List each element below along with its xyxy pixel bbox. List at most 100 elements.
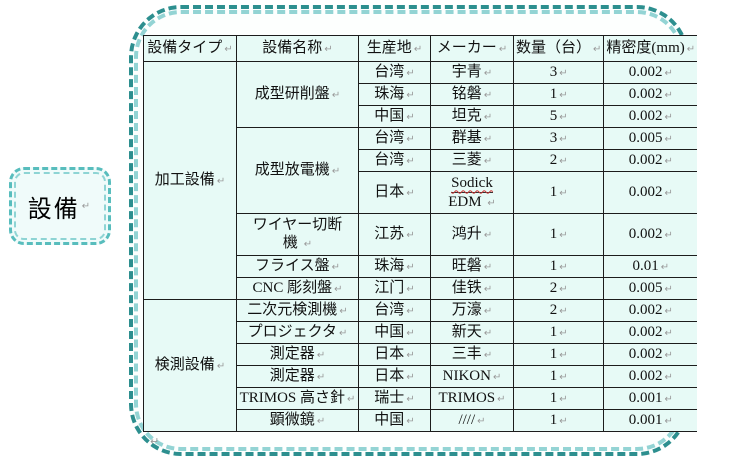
return-mark: ↵ (406, 68, 415, 80)
precision-cell[interactable]: 0.01 ↵ (603, 255, 698, 278)
return-mark: ↵ (339, 306, 348, 318)
header-precision[interactable]: 精密度(mm) ↵ (603, 35, 698, 62)
origin-cell[interactable]: 中国 ↵ (358, 409, 431, 432)
header-origin[interactable]: 生産地 ↵ (358, 35, 431, 62)
origin-cell[interactable]: 日本 ↵ (358, 343, 431, 366)
return-mark: ↵ (331, 262, 340, 274)
origin-cell[interactable]: 台湾 ↵ (358, 127, 431, 150)
origin-cell[interactable]: 江门 ↵ (358, 277, 431, 300)
origin-cell[interactable]: 瑞士 ↵ (358, 387, 431, 410)
equipment-label-shape[interactable]: 設備 ↵ (9, 167, 111, 245)
quantity-cell[interactable]: 1 ↵ (512, 171, 605, 214)
return-mark: ↵ (559, 306, 568, 318)
quantity-cell[interactable]: 1 ↵ (512, 255, 605, 278)
precision-cell[interactable]: 0.002 ↵ (603, 105, 698, 128)
return-mark: ↵ (483, 284, 493, 296)
maker-cell[interactable]: TRIMOS ↵ (430, 387, 514, 410)
return-mark: ↵ (406, 90, 415, 102)
return-mark: ↵ (664, 230, 673, 242)
name-cell-grinder[interactable]: 成型研削盤 ↵ (236, 61, 359, 128)
quantity-cell[interactable]: 1 ↵ (512, 343, 605, 366)
return-mark: ↵ (316, 416, 326, 428)
precision-cell[interactable]: 0.002 ↵ (603, 343, 698, 366)
origin-cell[interactable]: 台湾 ↵ (358, 61, 431, 84)
maker-cell[interactable]: 群基 ↵ (430, 127, 514, 150)
origin-cell[interactable]: 台湾 ↵ (358, 299, 431, 322)
return-mark: ↵ (406, 394, 415, 406)
maker-cell[interactable]: 宇青 ↵ (430, 61, 514, 84)
maker-cell[interactable]: 三菱 ↵ (430, 149, 514, 172)
precision-cell[interactable]: 0.005 ↵ (603, 277, 698, 300)
header-equipment-name[interactable]: 設備名称 ↵ (236, 35, 359, 62)
origin-cell[interactable]: 珠海 ↵ (358, 83, 431, 106)
wire-cut-line1: ワイヤー切断 (252, 217, 343, 234)
group-cell-inspection[interactable]: 検測設備 ↵ (143, 299, 237, 432)
precision-cell[interactable]: 0.005 ↵ (603, 127, 698, 150)
origin-cell[interactable]: 台湾 ↵ (358, 149, 431, 172)
return-mark: ↵ (498, 44, 508, 56)
precision-cell[interactable]: 0.002 ↵ (603, 171, 698, 214)
origin-cell[interactable]: 江苏 ↵ (358, 213, 431, 256)
precision-cell[interactable]: 0.002 ↵ (603, 321, 698, 344)
maker-cell[interactable]: NIKON ↵ (430, 365, 514, 388)
maker-cell[interactable]: ////↵ (430, 409, 514, 432)
return-mark: ↵ (660, 262, 670, 274)
return-mark: ↵ (406, 156, 415, 168)
header-equipment-type[interactable]: 設備タイプ ↵ (143, 35, 237, 62)
maker-cell[interactable]: 坦克 ↵ (430, 105, 514, 128)
maker-cell[interactable]: 三丰 ↵ (430, 343, 514, 366)
maker-cell[interactable]: 佳铁 ↵ (430, 277, 514, 300)
maker-cell[interactable]: 鸿升 ↵ (430, 213, 514, 256)
precision-cell[interactable]: 0.002 ↵ (603, 299, 698, 322)
return-mark: ↵ (483, 112, 493, 124)
quantity-cell[interactable]: 1 ↵ (512, 387, 605, 410)
name-cell-wire-cut[interactable]: ワイヤー切断 機 ↵ (236, 213, 359, 256)
return-mark: ↵ (483, 90, 493, 102)
precision-cell[interactable]: 0.001 ↵ (603, 409, 698, 432)
origin-cell[interactable]: 日本 ↵ (358, 365, 431, 388)
maker-cell[interactable]: 万濠 ↵ (430, 299, 514, 322)
group-cell-processing[interactable]: 加工設備 ↵ (143, 61, 237, 300)
return-mark: ↵ (487, 197, 496, 209)
quantity-cell[interactable]: 5 ↵ (512, 105, 605, 128)
name-cell-microscope[interactable]: 顕微鏡 ↵ (236, 409, 359, 432)
name-cell-cmm2d[interactable]: 二次元検測機 ↵ (236, 299, 359, 322)
origin-cell[interactable]: 日本 ↵ (358, 171, 431, 214)
name-cell-edm[interactable]: 成型放電機 ↵ (236, 127, 359, 214)
quantity-cell[interactable]: 1 ↵ (512, 409, 605, 432)
precision-cell[interactable]: 0.002 ↵ (603, 365, 698, 388)
name-cell-measure-1[interactable]: 測定器 ↵ (236, 343, 359, 366)
return-mark: ↵ (216, 361, 226, 373)
origin-cell[interactable]: 中国 ↵ (358, 105, 431, 128)
quantity-cell[interactable]: 3 ↵ (512, 127, 605, 150)
maker-cell-sodick[interactable]: Sodick EDM ↵ (430, 171, 514, 214)
header-quantity[interactable]: 数量（台） ↵ (512, 35, 605, 62)
maker-cell[interactable]: 铭磐 ↵ (430, 83, 514, 106)
quantity-cell[interactable]: 1 ↵ (512, 213, 605, 256)
quantity-cell[interactable]: 2 ↵ (512, 149, 605, 172)
quantity-cell[interactable]: 1 ↵ (512, 365, 605, 388)
maker-cell[interactable]: 新天 ↵ (430, 321, 514, 344)
quantity-cell[interactable]: 2 ↵ (512, 299, 605, 322)
precision-cell[interactable]: 0.002 ↵ (603, 83, 698, 106)
maker-cell[interactable]: 旺磐 ↵ (430, 255, 514, 278)
origin-cell[interactable]: 中国 ↵ (358, 321, 431, 344)
quantity-cell[interactable]: 1 ↵ (512, 321, 605, 344)
precision-cell[interactable]: 0.002 ↵ (603, 61, 698, 84)
header-maker[interactable]: メーカー ↵ (430, 35, 514, 62)
quantity-cell[interactable]: 2 ↵ (512, 277, 605, 300)
name-cell-cnc[interactable]: CNC 彫刻盤 ↵ (236, 277, 359, 300)
name-cell-milling[interactable]: フライス盤 ↵ (236, 255, 359, 278)
maker-sodick-line2: EDM (448, 193, 482, 210)
quantity-cell[interactable]: 3 ↵ (512, 61, 605, 84)
return-mark: ↵ (559, 416, 568, 428)
name-cell-projector[interactable]: プロジェクタ ↵ (236, 321, 359, 344)
return-mark: ↵ (559, 350, 568, 362)
precision-cell[interactable]: 0.002 ↵ (603, 213, 698, 256)
name-cell-trimos[interactable]: TRIMOS 高さ針 ↵ (236, 387, 359, 410)
origin-cell[interactable]: 珠海 ↵ (358, 255, 431, 278)
name-cell-measure-2[interactable]: 測定器 ↵ (236, 365, 359, 388)
quantity-cell[interactable]: 1 ↵ (512, 83, 605, 106)
precision-cell[interactable]: 0.002 ↵ (603, 149, 698, 172)
precision-cell[interactable]: 0.001 ↵ (603, 387, 698, 410)
